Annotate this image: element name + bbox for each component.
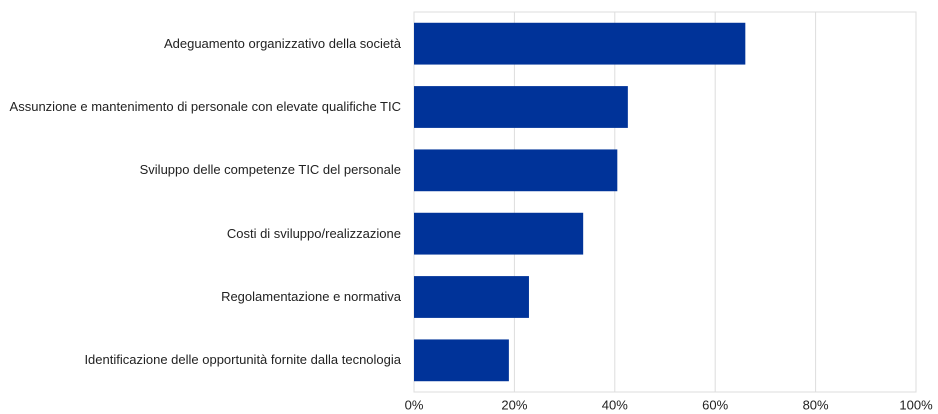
category-label: Adeguamento organizzativo della società: [163, 35, 401, 51]
plot-border: [413, 11, 917, 393]
category-label: Costi di sviluppo/realizzazione: [226, 225, 401, 241]
category-label: Assunzione e mantenimento di personale c…: [9, 99, 401, 114]
x-tick-label: 100%: [899, 397, 933, 412]
category-label: Identificazione delle opportunità fornit…: [84, 352, 401, 368]
bar: [414, 212, 584, 255]
category-label: Sviluppo delle competenze TIC del person…: [139, 162, 401, 178]
bar: [414, 276, 529, 318]
bar: [414, 339, 509, 382]
bar: [414, 86, 628, 128]
bar: [414, 22, 746, 65]
x-tick-label: 80%: [803, 397, 829, 412]
bar: [414, 149, 618, 192]
category-label: Regolamentazione e normativa: [221, 289, 401, 304]
x-tick-label: 60%: [702, 397, 728, 412]
x-tick-label: 20%: [501, 397, 527, 412]
x-tick-label: 40%: [602, 397, 628, 412]
x-tick-label: 0%: [405, 397, 424, 412]
